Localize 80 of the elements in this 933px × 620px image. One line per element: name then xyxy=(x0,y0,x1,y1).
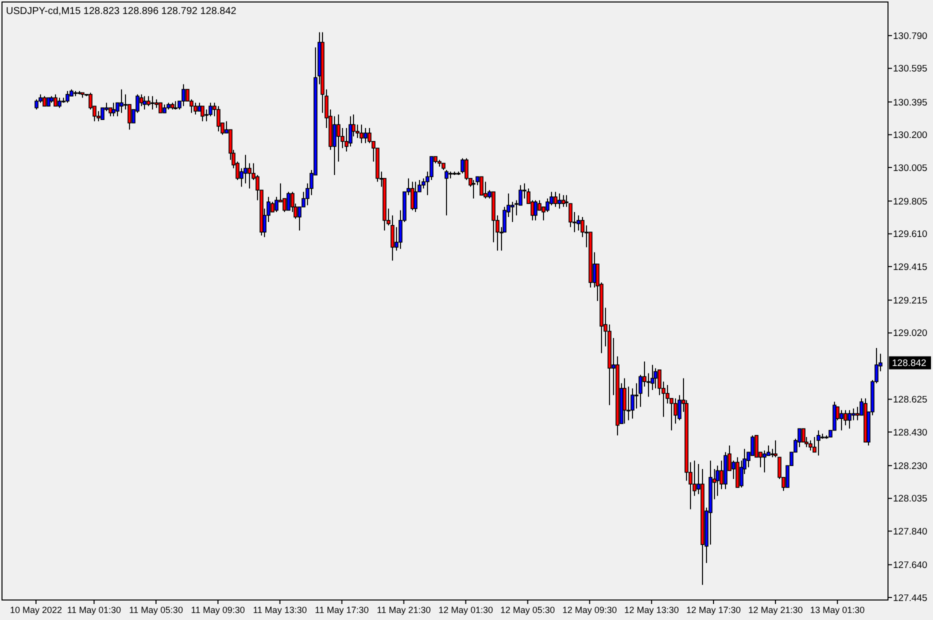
candlestick xyxy=(274,196,278,212)
chart-title: USDJPY-cd,M15 128.823 128.896 128.792 128.842 xyxy=(6,6,237,17)
x-tick-label: 13 May 01:30 xyxy=(810,605,865,615)
candlestick xyxy=(808,440,812,451)
y-tick-label: 129.805 xyxy=(893,196,928,208)
candlestick xyxy=(762,450,766,473)
x-tick-label: 11 May 13:30 xyxy=(252,605,307,615)
candlestick xyxy=(336,114,340,162)
candlestick xyxy=(630,388,634,420)
candlestick xyxy=(444,169,448,216)
y-tick-label: 127.840 xyxy=(893,526,928,538)
candlestick xyxy=(472,180,476,200)
candlestick xyxy=(654,368,658,389)
y-tick-label: 130.005 xyxy=(893,162,928,174)
candlestick xyxy=(142,96,146,110)
candlestick xyxy=(194,102,198,116)
candlestick xyxy=(558,192,562,210)
candlestick xyxy=(200,106,204,122)
candlestick xyxy=(554,191,558,208)
candlestick xyxy=(534,200,538,221)
y-tick-label: 130.395 xyxy=(893,97,928,108)
candlestick xyxy=(182,84,186,107)
candlestick xyxy=(562,194,566,208)
candlestick xyxy=(510,201,514,223)
candlestick xyxy=(364,127,368,144)
candlestick xyxy=(150,96,154,110)
y-tick-label: 128.625 xyxy=(893,394,928,406)
candlestick xyxy=(286,191,290,211)
text: 128.842 xyxy=(892,358,926,370)
candlestick xyxy=(42,96,46,107)
x-tick-label: 12 May 05:30 xyxy=(500,605,555,615)
x-tick-label: 12 May 01:30 xyxy=(438,605,494,615)
candlestick xyxy=(58,97,62,108)
candlestick xyxy=(816,430,820,456)
candlestick xyxy=(146,96,150,107)
x-tick-label: 11 May 01:30 xyxy=(67,605,122,615)
y-tick-label: 129.415 xyxy=(893,262,928,273)
candlestick xyxy=(248,162,252,189)
y-tick-label: 129.215 xyxy=(893,295,928,306)
y-tick-label: 128.035 xyxy=(893,494,928,505)
candlestick xyxy=(852,408,856,421)
candlestick xyxy=(414,181,418,212)
y-tick-label: 129.610 xyxy=(893,229,928,240)
candlestick xyxy=(54,94,58,107)
candlestick xyxy=(270,201,274,212)
y-tick-label: 128.230 xyxy=(893,460,928,472)
x-tick-label: 12 May 17:30 xyxy=(686,605,741,615)
x-tick-label: 10 May 2022 xyxy=(10,605,62,615)
y-tick-label: 127.640 xyxy=(893,560,928,572)
y-tick-label: 130.595 xyxy=(893,64,928,75)
y-tick-label: 129.020 xyxy=(893,328,928,340)
candlestick xyxy=(112,102,116,117)
x-tick-label: 11 May 09:30 xyxy=(191,605,245,615)
candlestick xyxy=(480,176,484,196)
candlestick xyxy=(754,434,758,458)
candlestick xyxy=(216,106,220,132)
y-tick-label: 130.200 xyxy=(893,130,928,142)
candlestick xyxy=(360,124,364,144)
candlestick xyxy=(332,116,336,176)
candlestick xyxy=(840,410,844,431)
x-tick-label: 12 May 09:30 xyxy=(562,605,617,615)
x-tick-label: 12 May 13:30 xyxy=(624,605,679,615)
candlestick xyxy=(100,107,104,120)
candlestick xyxy=(120,88,124,114)
candlestick xyxy=(576,214,580,231)
candlestick xyxy=(774,440,778,458)
candlestick xyxy=(158,102,162,114)
y-tick-label: 127.445 xyxy=(893,592,928,604)
x-tick-label: 11 May 05:30 xyxy=(129,605,183,615)
candlestick xyxy=(66,90,70,104)
y-tick-label: 128.430 xyxy=(893,427,928,438)
candlestick xyxy=(848,410,852,430)
x-tick-label: 11 May 17:30 xyxy=(314,605,369,615)
x-tick-label: 12 May 21:30 xyxy=(748,605,803,615)
x-tick-label: 11 May 21:30 xyxy=(376,605,431,615)
candlestick xyxy=(244,154,248,184)
y-tick-label: 130.790 xyxy=(893,30,928,42)
candlestick xyxy=(34,98,38,110)
candlestick xyxy=(622,378,626,424)
candlestick xyxy=(716,465,720,496)
